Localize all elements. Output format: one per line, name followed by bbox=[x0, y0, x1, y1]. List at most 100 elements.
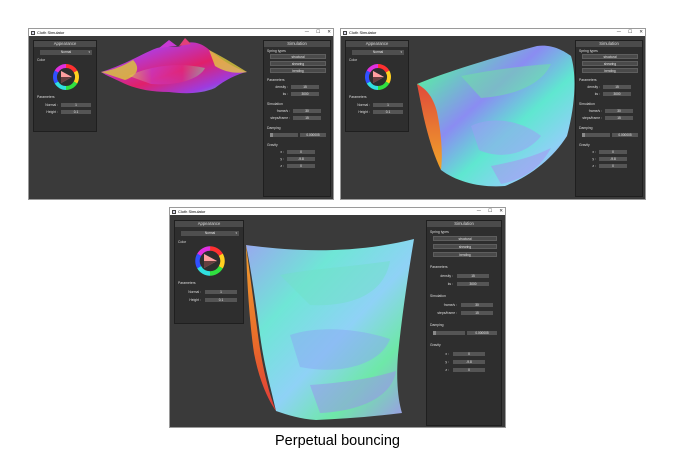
bending-button[interactable]: bending bbox=[433, 252, 497, 257]
steps-label: steps/frame : bbox=[270, 116, 290, 120]
title-bar[interactable]: Cloth Simulator — ☐ ✕ bbox=[29, 29, 333, 36]
gravity-y-label: y : bbox=[592, 157, 596, 161]
height-field[interactable]: 0.1 bbox=[61, 110, 91, 114]
density-field[interactable]: 15 bbox=[291, 85, 319, 89]
title-bar[interactable]: Cloth Simulator — ☐ ✕ bbox=[341, 29, 645, 36]
slider-knob[interactable] bbox=[433, 331, 436, 335]
shearing-button[interactable]: shearing bbox=[582, 61, 638, 66]
height-field[interactable]: 0.1 bbox=[373, 110, 403, 114]
cloth-mesh bbox=[101, 38, 247, 94]
color-wheel-icon[interactable] bbox=[53, 64, 79, 90]
color-label: Color bbox=[178, 240, 187, 244]
structural-button[interactable]: structural bbox=[582, 54, 638, 59]
steps-field[interactable]: 15 bbox=[605, 116, 633, 120]
gravity-x-label: x : bbox=[445, 352, 449, 356]
render-mode-value: Normal bbox=[60, 50, 72, 54]
render-viewport[interactable]: Appearance Normal ▾ Color bbox=[29, 36, 333, 199]
simulation-header: Simulation bbox=[264, 41, 330, 47]
simulation-header: Simulation bbox=[576, 41, 642, 47]
gravity-z-field[interactable]: 0 bbox=[453, 368, 485, 372]
damping-slider[interactable] bbox=[433, 331, 465, 335]
minimize-icon[interactable]: — bbox=[304, 30, 310, 35]
close-icon[interactable]: ✕ bbox=[327, 30, 331, 35]
ks-field[interactable]: 3000 bbox=[457, 282, 489, 286]
steps-field[interactable]: 15 bbox=[461, 311, 493, 315]
window-title: Cloth Simulator bbox=[178, 208, 206, 214]
gravity-z-field[interactable]: 0 bbox=[287, 164, 315, 168]
render-viewport[interactable]: Appearance Normal ▾ Color bbox=[170, 215, 505, 427]
height-label: Height : bbox=[189, 298, 201, 302]
ks-field[interactable]: 3000 bbox=[603, 92, 631, 96]
render-mode-dropdown[interactable]: Normal ▾ bbox=[352, 50, 404, 55]
simulation-panel: Simulation Spring types structural shear… bbox=[263, 40, 331, 197]
color-wheel-icon[interactable] bbox=[365, 64, 391, 90]
cloth-mesh bbox=[417, 45, 575, 187]
bending-button[interactable]: bending bbox=[582, 68, 638, 73]
render-viewport[interactable]: Appearance Normal ▾ Color bbox=[341, 36, 645, 199]
app-icon bbox=[31, 30, 35, 35]
color-label: Color bbox=[349, 58, 358, 62]
damping-field[interactable]: 0.000005 bbox=[467, 331, 497, 335]
simulator-window-3: Cloth Simulator — ☐ ✕ bbox=[169, 207, 506, 428]
frames-label: frame/s : bbox=[588, 109, 602, 113]
parameters-label: Parameters bbox=[178, 281, 196, 285]
height-field[interactable]: 0.1 bbox=[205, 298, 237, 302]
maximize-icon[interactable]: ☐ bbox=[488, 209, 493, 214]
damping-field[interactable]: 0.000005 bbox=[612, 133, 638, 137]
damping-slider[interactable] bbox=[270, 133, 298, 137]
bending-button[interactable]: bending bbox=[270, 68, 326, 73]
damping-label: Damping bbox=[579, 126, 593, 130]
normal-field[interactable]: 1 bbox=[61, 103, 91, 107]
gravity-z-field[interactable]: 0 bbox=[599, 164, 627, 168]
normal-field[interactable]: 1 bbox=[373, 103, 403, 107]
frames-field[interactable]: 30 bbox=[293, 109, 321, 113]
color-wheel-icon[interactable] bbox=[195, 246, 225, 276]
frames-field[interactable]: 30 bbox=[461, 303, 493, 307]
sim-parameters-label: Parameters bbox=[579, 78, 597, 82]
maximize-icon[interactable]: ☐ bbox=[628, 30, 633, 35]
gravity-x-field[interactable]: 0 bbox=[287, 150, 315, 154]
steps-field[interactable]: 15 bbox=[293, 116, 321, 120]
close-icon[interactable]: ✕ bbox=[499, 209, 503, 214]
minimize-icon[interactable]: — bbox=[616, 30, 622, 35]
simulator-window-2: Cloth Simulator — ☐ ✕ bbox=[340, 28, 646, 200]
density-label: density : bbox=[275, 85, 288, 89]
window-title: Cloth Simulator bbox=[37, 29, 65, 35]
maximize-icon[interactable]: ☐ bbox=[316, 30, 321, 35]
shearing-button[interactable]: shearing bbox=[270, 61, 326, 66]
ks-field[interactable]: 3000 bbox=[291, 92, 319, 96]
gravity-x-label: x : bbox=[280, 150, 284, 154]
spring-types-label: Spring types bbox=[579, 49, 598, 53]
close-icon[interactable]: ✕ bbox=[639, 30, 643, 35]
dropdown-caret-icon: ▾ bbox=[400, 50, 402, 54]
normal-field[interactable]: 1 bbox=[205, 290, 237, 294]
damping-field[interactable]: 0.000005 bbox=[300, 133, 326, 137]
slider-knob[interactable] bbox=[582, 133, 585, 137]
damping-slider[interactable] bbox=[582, 133, 610, 137]
simulation-panel: Simulation Spring types structural shear… bbox=[575, 40, 643, 197]
density-field[interactable]: 15 bbox=[603, 85, 631, 89]
height-label: Height : bbox=[46, 110, 58, 114]
gravity-y-field[interactable]: -9.8 bbox=[453, 360, 485, 364]
dropdown-caret-icon: ▾ bbox=[88, 50, 90, 54]
slider-knob[interactable] bbox=[270, 133, 273, 137]
appearance-header: Appearance bbox=[175, 221, 243, 227]
structural-button[interactable]: structural bbox=[270, 54, 326, 59]
shearing-button[interactable]: shearing bbox=[433, 244, 497, 249]
gravity-y-field[interactable]: -9.8 bbox=[287, 157, 315, 161]
gravity-x-field[interactable]: 0 bbox=[453, 352, 485, 356]
title-bar[interactable]: Cloth Simulator — ☐ ✕ bbox=[170, 208, 505, 215]
cloth-mesh bbox=[246, 239, 414, 420]
density-field[interactable]: 15 bbox=[457, 274, 489, 278]
render-mode-dropdown[interactable]: Normal ▾ bbox=[40, 50, 92, 55]
simulation-label: Simulation bbox=[579, 102, 595, 106]
structural-button[interactable]: structural bbox=[433, 236, 497, 241]
minimize-icon[interactable]: — bbox=[476, 209, 482, 214]
frames-field[interactable]: 30 bbox=[605, 109, 633, 113]
gravity-y-label: y : bbox=[280, 157, 284, 161]
gravity-x-field[interactable]: 0 bbox=[599, 150, 627, 154]
gravity-y-field[interactable]: -9.8 bbox=[599, 157, 627, 161]
gravity-z-label: z : bbox=[592, 164, 596, 168]
render-mode-dropdown[interactable]: Normal ▾ bbox=[181, 231, 239, 236]
parameters-label: Parameters bbox=[349, 95, 367, 99]
